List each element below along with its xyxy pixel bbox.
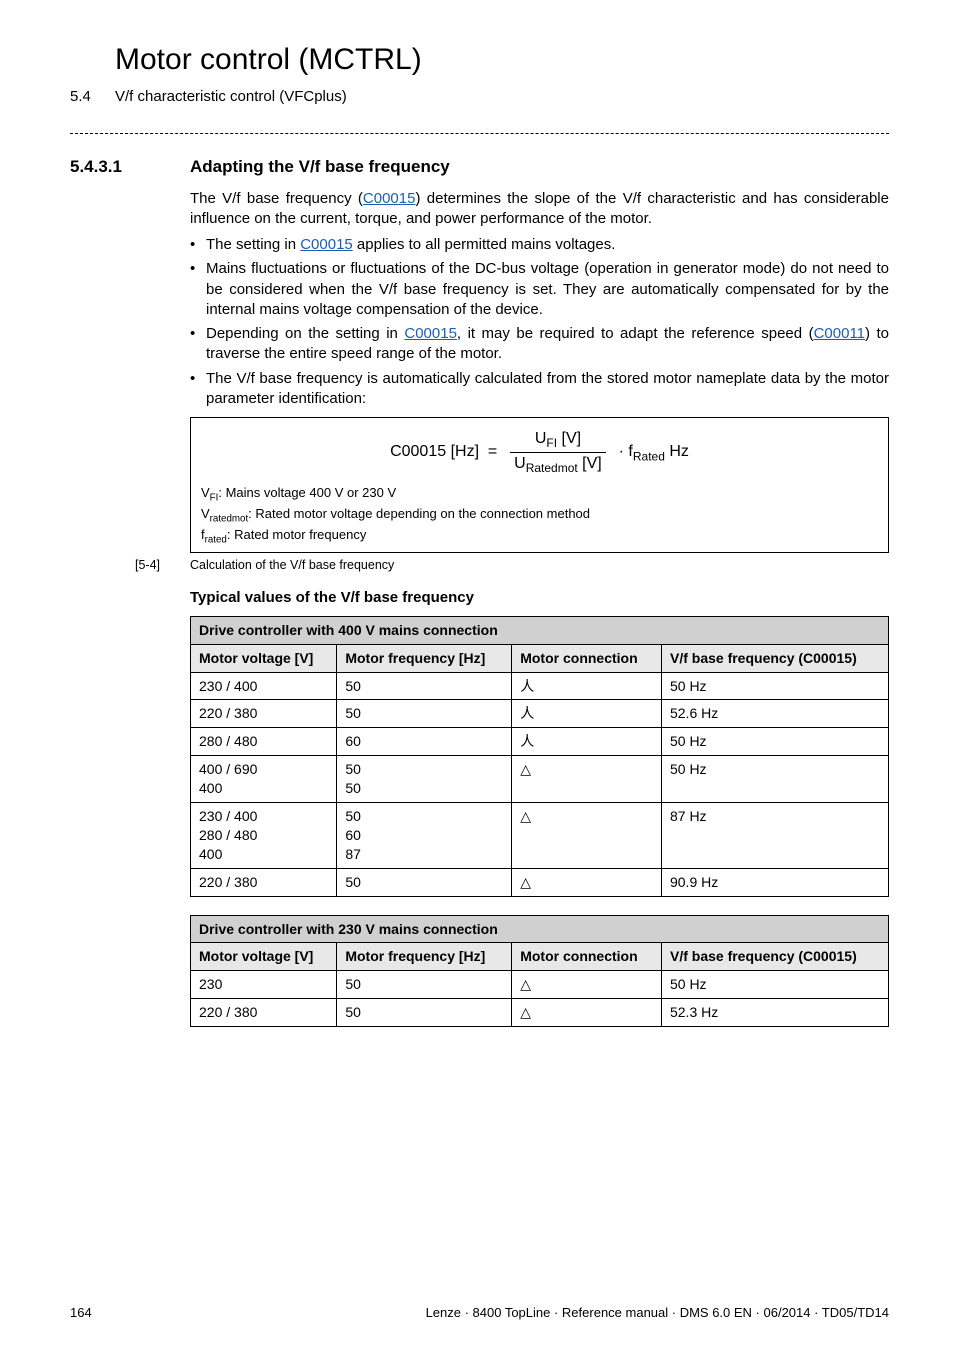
table-230v: Drive controller with 230 V mains connec… — [190, 915, 889, 1028]
table-cell: 220 / 380 — [191, 999, 337, 1027]
col-header: Motor frequency [Hz] — [337, 943, 512, 971]
table-row: 220 / 38050人52.6 Hz — [191, 700, 889, 728]
chapter-title: Motor control (MCTRL) — [115, 40, 422, 81]
table-row: 23050△50 Hz — [191, 971, 889, 999]
table-cell: 280 / 480 — [191, 728, 337, 756]
section-number: 5.4.3.1 — [70, 156, 122, 179]
bullet-4: The V/f base frequency is automatically … — [190, 369, 889, 410]
bullet-1: The setting in C00015 applies to all per… — [190, 235, 889, 255]
table-cell: 50 — [337, 971, 512, 999]
table-cell: 90.9 Hz — [661, 868, 888, 896]
col-header: Motor voltage [V] — [191, 943, 337, 971]
table-cell: 87 Hz — [661, 803, 888, 869]
caption-tag: [5-4] — [135, 557, 190, 574]
divider — [70, 133, 889, 134]
table-row: 230 / 40050人50 Hz — [191, 672, 889, 700]
table-cell: 220 / 380 — [191, 868, 337, 896]
table-cell: △ — [512, 999, 662, 1027]
table-cell: 人 — [512, 728, 662, 756]
table-cell: 50 — [337, 672, 512, 700]
table-cell: 50 — [337, 700, 512, 728]
bullet-2: Mains fluctuations or fluctuations of th… — [190, 259, 889, 320]
table-cell: 230 — [191, 971, 337, 999]
table-cell: 506087 — [337, 803, 512, 869]
table-cell: 52.3 Hz — [661, 999, 888, 1027]
formula-notes: VFI: Mains voltage 400 V or 230 V Vrated… — [201, 484, 878, 548]
subsection-number: 5.4 — [70, 87, 91, 107]
table-title: Drive controller with 230 V mains connec… — [191, 915, 889, 943]
subsection-title: V/f characteristic control (VFCplus) — [115, 87, 347, 107]
table-row: 400 / 6904005050△50 Hz — [191, 756, 889, 803]
section-title: Adapting the V/f base frequency — [190, 156, 450, 179]
formula-box: C00015 [Hz] = UFI [V] URatedmot [V] · fR… — [190, 417, 889, 552]
col-header: Motor frequency [Hz] — [337, 644, 512, 672]
table-cell: 230 / 400280 / 480400 — [191, 803, 337, 869]
table-cell: 52.6 Hz — [661, 700, 888, 728]
table-cell: 50 — [337, 999, 512, 1027]
footer-ref: Lenze · 8400 TopLine · Reference manual … — [426, 1304, 889, 1322]
table-cell: 人 — [512, 672, 662, 700]
table-body-1: 230 / 40050人50 Hz220 / 38050人52.6 Hz280 … — [191, 672, 889, 896]
table-cell: △ — [512, 971, 662, 999]
link-c00015[interactable]: C00015 — [300, 236, 353, 253]
formula: C00015 [Hz] = UFI [V] URatedmot [V] · fR… — [201, 428, 878, 476]
bullet-3: Depending on the setting in C00015, it m… — [190, 324, 889, 365]
table-cell: 220 / 380 — [191, 700, 337, 728]
table-cell: 50 Hz — [661, 756, 888, 803]
table-400v: Drive controller with 400 V mains connec… — [190, 616, 889, 897]
link-c00015[interactable]: C00015 — [363, 190, 416, 207]
col-header: V/f base frequency (C00015) — [661, 644, 888, 672]
page-number: 164 — [70, 1304, 92, 1322]
table-cell: △ — [512, 756, 662, 803]
table-cell: 50 Hz — [661, 971, 888, 999]
table-cell: 50 Hz — [661, 672, 888, 700]
col-header: V/f base frequency (C00015) — [661, 943, 888, 971]
table-cell: 人 — [512, 700, 662, 728]
link-c00011[interactable]: C00011 — [814, 325, 865, 342]
table-title: Drive controller with 400 V mains connec… — [191, 616, 889, 644]
chapter-number: 5 — [0, 40, 70, 81]
table-cell: 5050 — [337, 756, 512, 803]
table-row: 280 / 48060人50 Hz — [191, 728, 889, 756]
intro-paragraph: The V/f base frequency (C00015) determin… — [190, 189, 889, 230]
table-row: 220 / 38050△90.9 Hz — [191, 868, 889, 896]
caption-text: Calculation of the V/f base frequency — [190, 557, 394, 574]
table-cell: 50 — [337, 868, 512, 896]
table-cell: 400 / 690400 — [191, 756, 337, 803]
table-cell: △ — [512, 803, 662, 869]
table-row: 230 / 400280 / 480400506087△87 Hz — [191, 803, 889, 869]
table-cell: 230 / 400 — [191, 672, 337, 700]
subheading: Typical values of the V/f base frequency — [190, 588, 889, 608]
table-cell: △ — [512, 868, 662, 896]
col-header: Motor connection — [512, 644, 662, 672]
col-header: Motor connection — [512, 943, 662, 971]
link-c00015[interactable]: C00015 — [404, 325, 457, 342]
table-cell: 60 — [337, 728, 512, 756]
table-cell: 50 Hz — [661, 728, 888, 756]
table-row: 220 / 38050△52.3 Hz — [191, 999, 889, 1027]
table-body-2: 23050△50 Hz220 / 38050△52.3 Hz — [191, 971, 889, 1027]
col-header: Motor voltage [V] — [191, 644, 337, 672]
